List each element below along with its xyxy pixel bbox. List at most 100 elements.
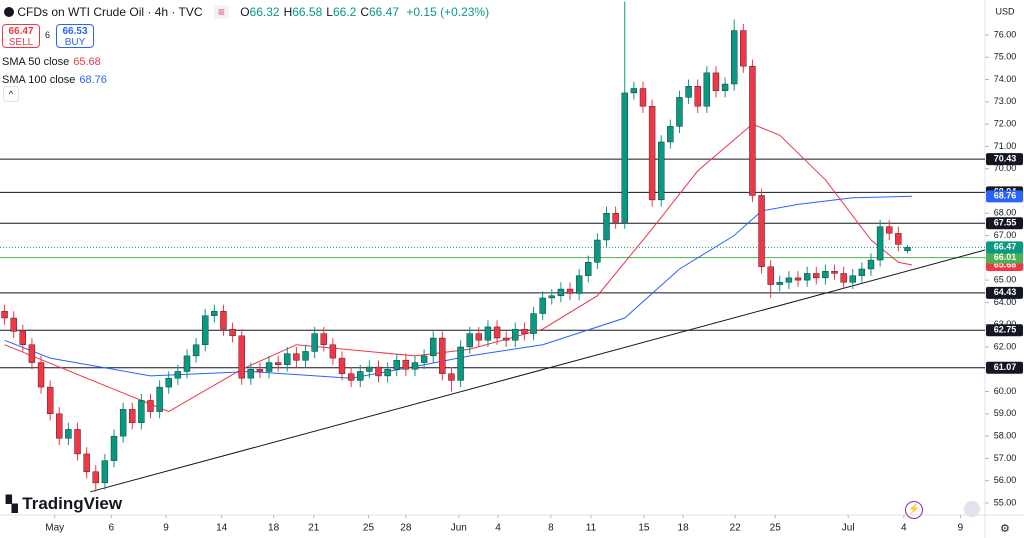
candle-body (667, 126, 674, 143)
y-tick-label: 64.00 (994, 297, 1017, 307)
candle-body (840, 273, 847, 283)
candle-body (493, 326, 501, 339)
sma-tag: 68.76 (994, 191, 1017, 201)
symbol-icon (4, 7, 14, 17)
legend-value: 68.76 (79, 74, 107, 86)
candle-body (566, 288, 574, 294)
candle-body (466, 333, 473, 348)
candle-body (831, 271, 838, 274)
candle-body (229, 328, 236, 337)
y-tick-label: 75.00 (994, 52, 1017, 62)
candle-body (448, 373, 455, 381)
candle-body (721, 83, 729, 91)
candle-body (895, 233, 902, 245)
candle-body (274, 362, 282, 366)
candle-body (876, 226, 884, 261)
price-line-tag-bg (986, 251, 1023, 264)
candle-body (202, 315, 209, 345)
x-tick-label: 18 (268, 523, 280, 534)
x-tick-label: 21 (308, 523, 320, 534)
x-tick-label: 8 (548, 523, 554, 534)
y-tick-label: 65.00 (994, 274, 1017, 284)
candle-body (603, 213, 610, 241)
candle-body (192, 344, 200, 357)
candle-body (293, 353, 300, 361)
candle-body (211, 311, 218, 316)
x-tick-label: 18 (678, 523, 690, 534)
level-tag-bg (986, 286, 1023, 299)
sell-label: SELL (8, 37, 34, 48)
y-tick-label: 67.00 (994, 230, 1017, 240)
candle-body (384, 369, 391, 377)
candle-body (238, 335, 245, 379)
candle-body (822, 271, 829, 279)
y-tick-label: 59.00 (994, 408, 1017, 418)
candle-body (46, 386, 54, 415)
y-tick-label: 68.00 (994, 208, 1017, 218)
y-tick-label: 74.00 (994, 74, 1017, 84)
candle-body (712, 72, 720, 91)
candle-body (147, 400, 154, 412)
level-tag-bg (986, 361, 1023, 374)
candle-body (630, 88, 638, 94)
y-tick-label: 56.00 (994, 475, 1017, 485)
legend-value: 65.68 (73, 56, 101, 68)
candle-body (475, 333, 483, 341)
candle-body (302, 351, 309, 361)
candle-body (730, 30, 738, 85)
change: +0.15 (+0.23%) (406, 5, 490, 19)
candle-body (165, 377, 172, 388)
candle-body (512, 328, 519, 341)
x-tick-label: 11 (586, 523, 597, 534)
candle-body (311, 333, 318, 352)
level-tag-bg (986, 153, 1023, 166)
candle-body (803, 273, 811, 281)
candle-body (402, 360, 410, 370)
candle-body (357, 371, 364, 381)
sma-tag: 65.68 (994, 259, 1017, 269)
candle-body (557, 288, 565, 296)
candle-body (265, 362, 273, 372)
brand: TradingView (22, 494, 123, 513)
candle-body (430, 337, 437, 357)
candle-body (138, 400, 145, 423)
last-price-tag-bg (986, 241, 1023, 254)
settings-icon[interactable]: ⚙ (1000, 523, 1010, 535)
candle-body (347, 373, 355, 381)
candle-body (612, 213, 619, 223)
level-tag: 67.55 (994, 218, 1017, 228)
candle-body (904, 247, 911, 251)
logo: ▚ TradingView (6, 494, 122, 514)
candle-body (375, 366, 382, 377)
ohlc-label: H (283, 5, 293, 19)
y-tick-label: 60.00 (994, 386, 1017, 396)
collapse-button[interactable]: ^ (3, 86, 19, 102)
x-tick-label: 22 (730, 523, 742, 534)
alert-icon[interactable]: ⚡ (905, 501, 923, 519)
flag-icon[interactable] (964, 501, 980, 517)
candle-body (10, 317, 17, 332)
level-tag: 64.43 (994, 287, 1017, 297)
currency-label: USD (995, 6, 1015, 16)
toggle[interactable]: ≡ (213, 5, 229, 19)
y-tick-label: 63.00 (994, 319, 1017, 329)
candle-body (156, 386, 163, 412)
candle-body (776, 282, 783, 285)
sell-button[interactable]: 66.47 SELL (2, 24, 40, 48)
candle-body (28, 344, 36, 363)
buy-button[interactable]: 66.53 BUY (56, 24, 94, 48)
candle-body (220, 311, 227, 330)
ohlc-value: 66.58 (292, 5, 323, 19)
candle-body (457, 346, 464, 381)
candle-body (585, 262, 592, 276)
candle-body (484, 326, 492, 341)
candle-body (65, 429, 72, 439)
legend-name: SMA 50 close (2, 56, 70, 68)
candle-body (284, 353, 291, 366)
candle-body (119, 409, 127, 437)
candle-body (183, 355, 191, 372)
y-tick-label: 57.00 (994, 453, 1017, 463)
candle-body (685, 86, 692, 98)
